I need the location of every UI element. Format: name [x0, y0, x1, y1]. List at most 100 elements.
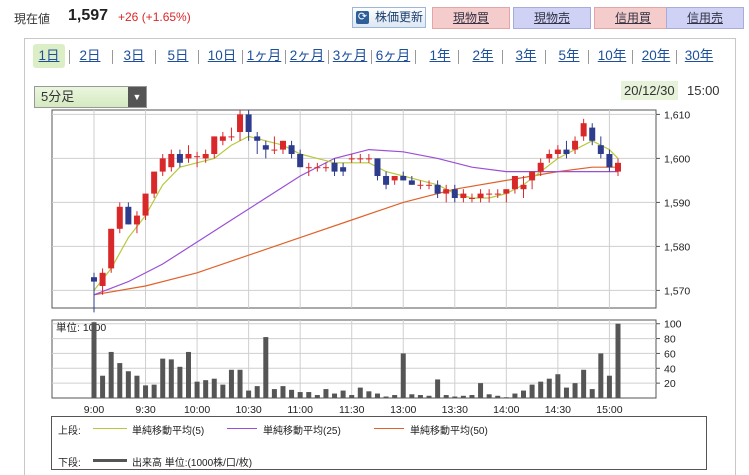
tab-separator — [458, 50, 459, 64]
volume-bar — [546, 378, 552, 398]
volume-bar — [581, 369, 587, 398]
tab-3y[interactable]: 3年 — [515, 48, 537, 63]
chart-date: 20/12/30 — [621, 81, 678, 100]
volume-bar — [555, 374, 561, 398]
volume-bar — [237, 369, 243, 398]
volume-bar — [426, 395, 432, 398]
candle-body — [408, 180, 415, 185]
margin-buy-button[interactable]: 信用買 — [594, 7, 672, 29]
current-price: 1,597 — [68, 7, 109, 24]
candle-body — [254, 136, 261, 141]
volume-y-tick-label: 80 — [664, 334, 676, 346]
refresh-price-button[interactable]: ⟳ 株価更新 — [352, 7, 426, 28]
tab-separator — [198, 50, 199, 64]
y-tick-label: 1,600 — [664, 153, 690, 165]
candle-body — [288, 145, 295, 154]
y-tick-label: 1,590 — [664, 197, 690, 209]
volume-bar — [168, 359, 174, 398]
candle-body — [589, 127, 596, 141]
volume-bar — [503, 397, 509, 398]
candle-body — [314, 167, 321, 169]
legend-ma5-label: 単純移動平均(5) — [132, 426, 205, 437]
tab-separator — [112, 50, 113, 64]
margin-sell-button[interactable]: 信用売 — [666, 7, 744, 29]
tab-10y[interactable]: 10年 — [597, 48, 627, 63]
tab-1y[interactable]: 1年 — [429, 48, 451, 63]
tab-5y[interactable]: 5年 — [558, 48, 580, 63]
legend-volume-swatch — [93, 459, 127, 462]
volume-bar — [297, 392, 303, 398]
volume-bar — [615, 323, 621, 398]
candle-body — [176, 154, 183, 163]
tab-3m[interactable]: 3ヶ月 — [332, 48, 368, 63]
tab-3d[interactable]: 3日 — [123, 48, 145, 63]
tab-separator — [69, 50, 70, 64]
tab-30y[interactable]: 30年 — [684, 48, 714, 63]
volume-bar — [383, 396, 389, 398]
volume-bar — [306, 392, 312, 398]
tab-1d[interactable]: 1日 — [33, 44, 65, 68]
tab-6m[interactable]: 6ヶ月 — [375, 48, 411, 63]
tab-separator — [328, 50, 329, 64]
refresh-price-label: 株価更新 — [375, 10, 424, 24]
volume-bar — [108, 351, 114, 398]
candle-body — [537, 162, 544, 172]
y-tick-label: 1,610 — [664, 109, 690, 121]
volume-bar — [263, 337, 269, 398]
candle-body — [460, 193, 467, 198]
tab-1m[interactable]: 1ヶ月 — [246, 48, 282, 63]
tab-5d[interactable]: 5日 — [167, 48, 189, 63]
volume-bar — [289, 389, 295, 398]
tab-2m[interactable]: 2ヶ月 — [289, 48, 325, 63]
volume-bar — [469, 395, 475, 398]
cash-buy-button[interactable]: 現物買 — [432, 7, 510, 29]
volume-bar — [220, 384, 226, 398]
candle-body — [331, 162, 338, 172]
volume-bar — [246, 390, 252, 398]
x-tick-label: 10:30 — [235, 404, 261, 416]
candle-body — [391, 176, 398, 181]
candle-body — [468, 198, 475, 199]
volume-bar — [349, 395, 355, 398]
volume-bar — [589, 389, 595, 398]
interval-select[interactable]: 5分足 ▼ — [34, 86, 147, 108]
tab-separator — [588, 50, 589, 64]
tab-2y[interactable]: 2年 — [472, 48, 494, 63]
candle-body — [374, 158, 381, 176]
x-tick-label: 11:00 — [287, 404, 313, 416]
candle-body — [348, 158, 355, 160]
cash-sell-button[interactable]: 現物売 — [513, 7, 591, 29]
current-price-label: 現在値 — [14, 12, 51, 26]
candle-body — [305, 167, 312, 169]
candle-body — [237, 114, 244, 132]
volume-bar — [125, 371, 131, 398]
candle-body — [529, 171, 536, 181]
candle-body — [202, 154, 209, 159]
candle-body — [279, 140, 286, 150]
volume-bar — [254, 386, 260, 398]
candle-body — [580, 123, 587, 137]
volume-y-tick-label: 100 — [664, 319, 682, 331]
tab-10d[interactable]: 10日 — [207, 48, 237, 63]
candle-body — [108, 228, 115, 269]
volume-bar — [100, 375, 106, 398]
tab-separator — [371, 50, 372, 64]
legend-ma25-label: 単純移動平均(25) — [263, 426, 341, 437]
y-tick-label: 1,580 — [664, 241, 690, 253]
candle-body — [443, 189, 450, 194]
chevron-down-icon[interactable]: ▼ — [128, 87, 146, 107]
legend-lower-label: 下段: — [58, 458, 81, 469]
volume-bar — [606, 375, 612, 398]
tab-2d[interactable]: 2日 — [79, 48, 101, 63]
x-tick-label: 9:00 — [84, 404, 105, 416]
candle-body — [494, 193, 501, 195]
volume-bar — [211, 378, 217, 398]
candle-body — [365, 158, 372, 160]
volume-bar — [203, 380, 209, 398]
candle-body — [597, 145, 604, 154]
candle-body — [546, 154, 553, 159]
volume-bar — [151, 384, 157, 398]
tab-20y[interactable]: 20年 — [641, 48, 671, 63]
volume-bar — [194, 381, 200, 398]
